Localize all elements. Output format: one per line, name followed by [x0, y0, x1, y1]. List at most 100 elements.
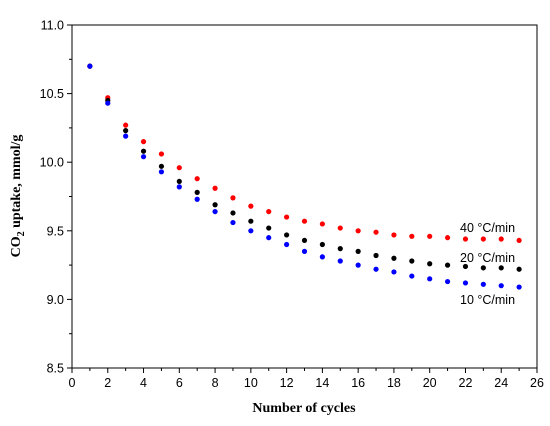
data-point: [230, 195, 236, 201]
data-point: [498, 265, 504, 271]
x-tick-label: 4: [140, 376, 147, 390]
data-point: [123, 133, 129, 139]
y-tick-label: 9.0: [47, 293, 64, 307]
data-point: [248, 228, 254, 234]
data-point: [427, 261, 433, 267]
data-point: [212, 208, 218, 215]
x-tick-label: 20: [423, 376, 437, 390]
plot-frame: [71, 24, 538, 369]
data-point: [176, 165, 182, 171]
data-point: [480, 281, 486, 287]
series-label-40: 40 °C/min: [460, 221, 515, 235]
data-point: [212, 202, 218, 208]
data-point: [123, 122, 129, 128]
data-point: [409, 258, 415, 264]
data-point: [230, 219, 236, 226]
x-tick-label: 18: [387, 376, 401, 390]
data-point: [391, 269, 397, 275]
x-axis-title: Number of cycles: [252, 401, 356, 416]
series-label-20: 20 °C/min: [460, 251, 515, 265]
data-point: [427, 276, 433, 282]
data-point: [444, 278, 451, 285]
data-points: [87, 63, 522, 290]
y-axis-title-suffix: uptake, mmol/g: [9, 135, 24, 232]
x-tick-label: 22: [459, 376, 473, 390]
x-tick-label: 6: [176, 376, 183, 390]
data-point: [516, 237, 522, 244]
y-tick-label: 11.0: [41, 19, 64, 33]
data-point: [337, 225, 343, 231]
data-point: [355, 262, 361, 268]
data-point: [516, 284, 522, 290]
x-tick-label: 12: [280, 376, 294, 390]
data-point: [498, 283, 504, 289]
data-point: [462, 263, 469, 270]
data-point: [105, 100, 111, 106]
data-point: [212, 185, 218, 191]
x-tick-label: 8: [212, 376, 219, 390]
x-tick-label: 26: [530, 376, 544, 390]
x-tick-label: 16: [351, 376, 365, 390]
data-point: [319, 254, 325, 260]
data-point: [194, 189, 200, 195]
data-point: [373, 252, 379, 259]
data-point: [176, 184, 182, 190]
data-point: [391, 255, 397, 261]
y-tick-label: 9.5: [47, 224, 64, 238]
series-labels: 40 °C/min 20 °C/min 10 °C/min: [460, 221, 515, 307]
series-2-points: [87, 63, 522, 290]
x-tick-label: 10: [244, 376, 258, 390]
data-point: [480, 265, 486, 271]
data-point: [158, 151, 165, 157]
data-point: [355, 248, 361, 254]
data-point: [123, 128, 129, 134]
data-point: [480, 236, 486, 242]
data-point: [337, 258, 343, 264]
data-point: [516, 266, 522, 272]
data-point: [87, 63, 93, 69]
series-1-points: [87, 63, 522, 272]
x-tick-label: 2: [104, 376, 111, 390]
data-point: [444, 262, 451, 268]
data-point: [230, 210, 236, 216]
data-point: [176, 178, 182, 185]
data-point: [158, 169, 165, 175]
data-point: [373, 266, 379, 272]
data-point: [319, 221, 325, 227]
data-point: [248, 218, 254, 224]
data-point: [284, 214, 290, 220]
data-point: [266, 225, 272, 231]
data-point: [301, 237, 308, 244]
x-axis: 0 2 4 6 8 10 12 14 16 18 20 22 24 26: [69, 368, 544, 390]
data-point: [140, 148, 147, 154]
data-point: [319, 241, 325, 248]
data-point: [391, 232, 397, 238]
data-point: [427, 233, 433, 239]
data-point: [140, 154, 147, 160]
y-axis: 8.5 9.0 9.5 10.0 10.5 11.0: [40, 19, 72, 376]
series-0-points: [87, 63, 522, 244]
data-point: [301, 218, 308, 224]
data-point: [462, 280, 469, 286]
y-axis-title-subscript: 2: [16, 231, 27, 236]
data-point: [337, 246, 343, 252]
data-point: [355, 228, 361, 234]
y-tick-label: 10.5: [40, 87, 64, 101]
data-point: [266, 208, 272, 215]
y-axis-title-prefix: CO: [9, 236, 24, 257]
data-point: [444, 235, 451, 241]
data-point: [409, 233, 415, 239]
data-point: [462, 236, 469, 242]
data-point: [248, 203, 254, 209]
data-point: [158, 163, 165, 169]
data-point: [194, 196, 200, 202]
data-point: [301, 248, 308, 254]
y-tick-label: 8.5: [47, 362, 64, 376]
data-point: [373, 229, 379, 235]
data-point: [409, 273, 415, 279]
data-point: [284, 232, 290, 238]
plot-area: [71, 24, 538, 369]
data-point: [194, 176, 200, 182]
x-tick-label: 0: [69, 376, 76, 390]
